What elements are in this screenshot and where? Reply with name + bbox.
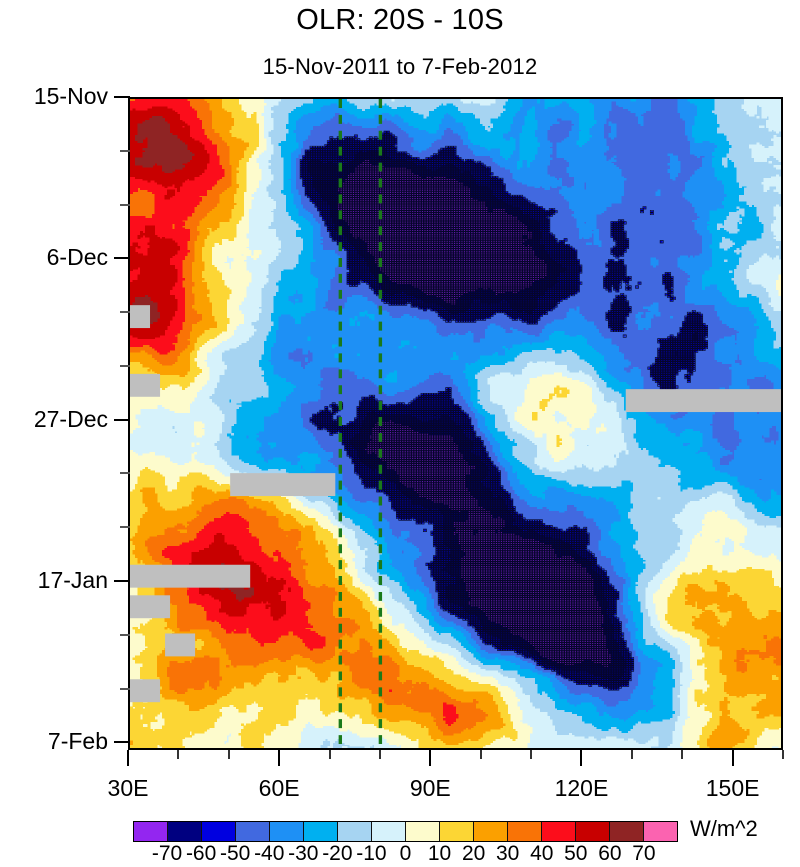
colorbar-units-label: W/m^2 [690,818,758,840]
x-tick-major [278,750,280,766]
colorbar-swatch-8 [406,822,440,841]
colorbar-swatch-1 [168,822,202,841]
x-tick-label-120e: 120E [521,777,641,800]
missing-data-patch-0 [130,305,150,328]
y-tick-minor [120,204,130,206]
y-tick-label-15-nov: 15-Nov [0,85,108,108]
colorbar-swatch-14 [610,822,644,841]
colorbar-swatch-15 [644,822,677,841]
y-tick-minor [120,634,130,636]
x-tick-minor [379,750,381,759]
x-tick-label-90e: 90E [370,777,490,800]
x-tick-minor [329,750,331,759]
y-tick-major [114,419,130,421]
y-tick-label-6-dec: 6-Dec [0,246,108,269]
colorbar-swatch-7 [372,822,406,841]
y-tick-minor [120,526,130,528]
colorbar-swatch-4 [270,822,304,841]
y-tick-minor [120,311,130,313]
y-tick-major [114,96,130,98]
page-title: OLR: 20S - 10S [0,4,800,37]
x-tick-label-150e: 150E [673,777,793,800]
x-tick-minor [631,750,633,759]
y-tick-minor [120,150,130,152]
x-tick-label-60e: 60E [219,777,339,800]
colorbar-tick-70: 70 [614,843,674,864]
colorbar-swatch-12 [542,822,576,841]
missing-data-patch-2 [626,389,781,412]
colorbar-swatch-10 [474,822,508,841]
missing-data-patch-4 [130,565,250,588]
colorbar-swatch-11 [508,822,542,841]
y-tick-major [114,580,130,582]
missing-data-patch-6 [165,633,195,656]
y-tick-label-17-jan: 17-Jan [0,569,108,592]
y-tick-minor [120,472,130,474]
y-tick-major [114,257,130,259]
colorbar-swatch-6 [338,822,372,841]
x-tick-major [429,750,431,766]
colorbar-swatch-9 [440,822,474,841]
x-tick-minor [681,750,683,759]
colorbar-tick-labels: -70 -60 -50 -40 -30 -20 -10 0 10 20 30 40 50 60 70 [133,843,678,867]
page-subtitle: 15-Nov-2011 to 7-Feb-2012 [0,54,800,80]
x-tick-minor [228,750,230,759]
x-tick-minor [530,750,532,759]
y-tick-minor [120,365,130,367]
x-tick-major [732,750,734,766]
missing-data-patch-5 [130,595,170,618]
colorbar-swatch-3 [236,822,270,841]
colorbar-swatch-2 [202,822,236,841]
x-tick-label-30e: 30E [68,777,188,800]
missing-data-patch-3 [230,473,335,496]
contour-field [130,99,781,748]
y-tick-major [114,741,130,743]
x-tick-major [580,750,582,766]
y-tick-label-7-feb: 7-Feb [0,730,108,753]
missing-data-patch-1 [130,374,160,397]
colorbar-swatch-5 [304,822,338,841]
x-tick-minor [480,750,482,759]
x-tick-major [127,750,129,766]
colorbar [133,821,678,842]
plot-area [128,97,783,750]
y-tick-label-27-dec: 27-Dec [0,408,108,431]
x-tick-minor [782,750,784,759]
missing-data-patch-7 [130,679,160,702]
colorbar-swatch-13 [576,822,610,841]
colorbar-swatch-0 [134,822,168,841]
x-tick-minor [177,750,179,759]
y-tick-minor [120,688,130,690]
